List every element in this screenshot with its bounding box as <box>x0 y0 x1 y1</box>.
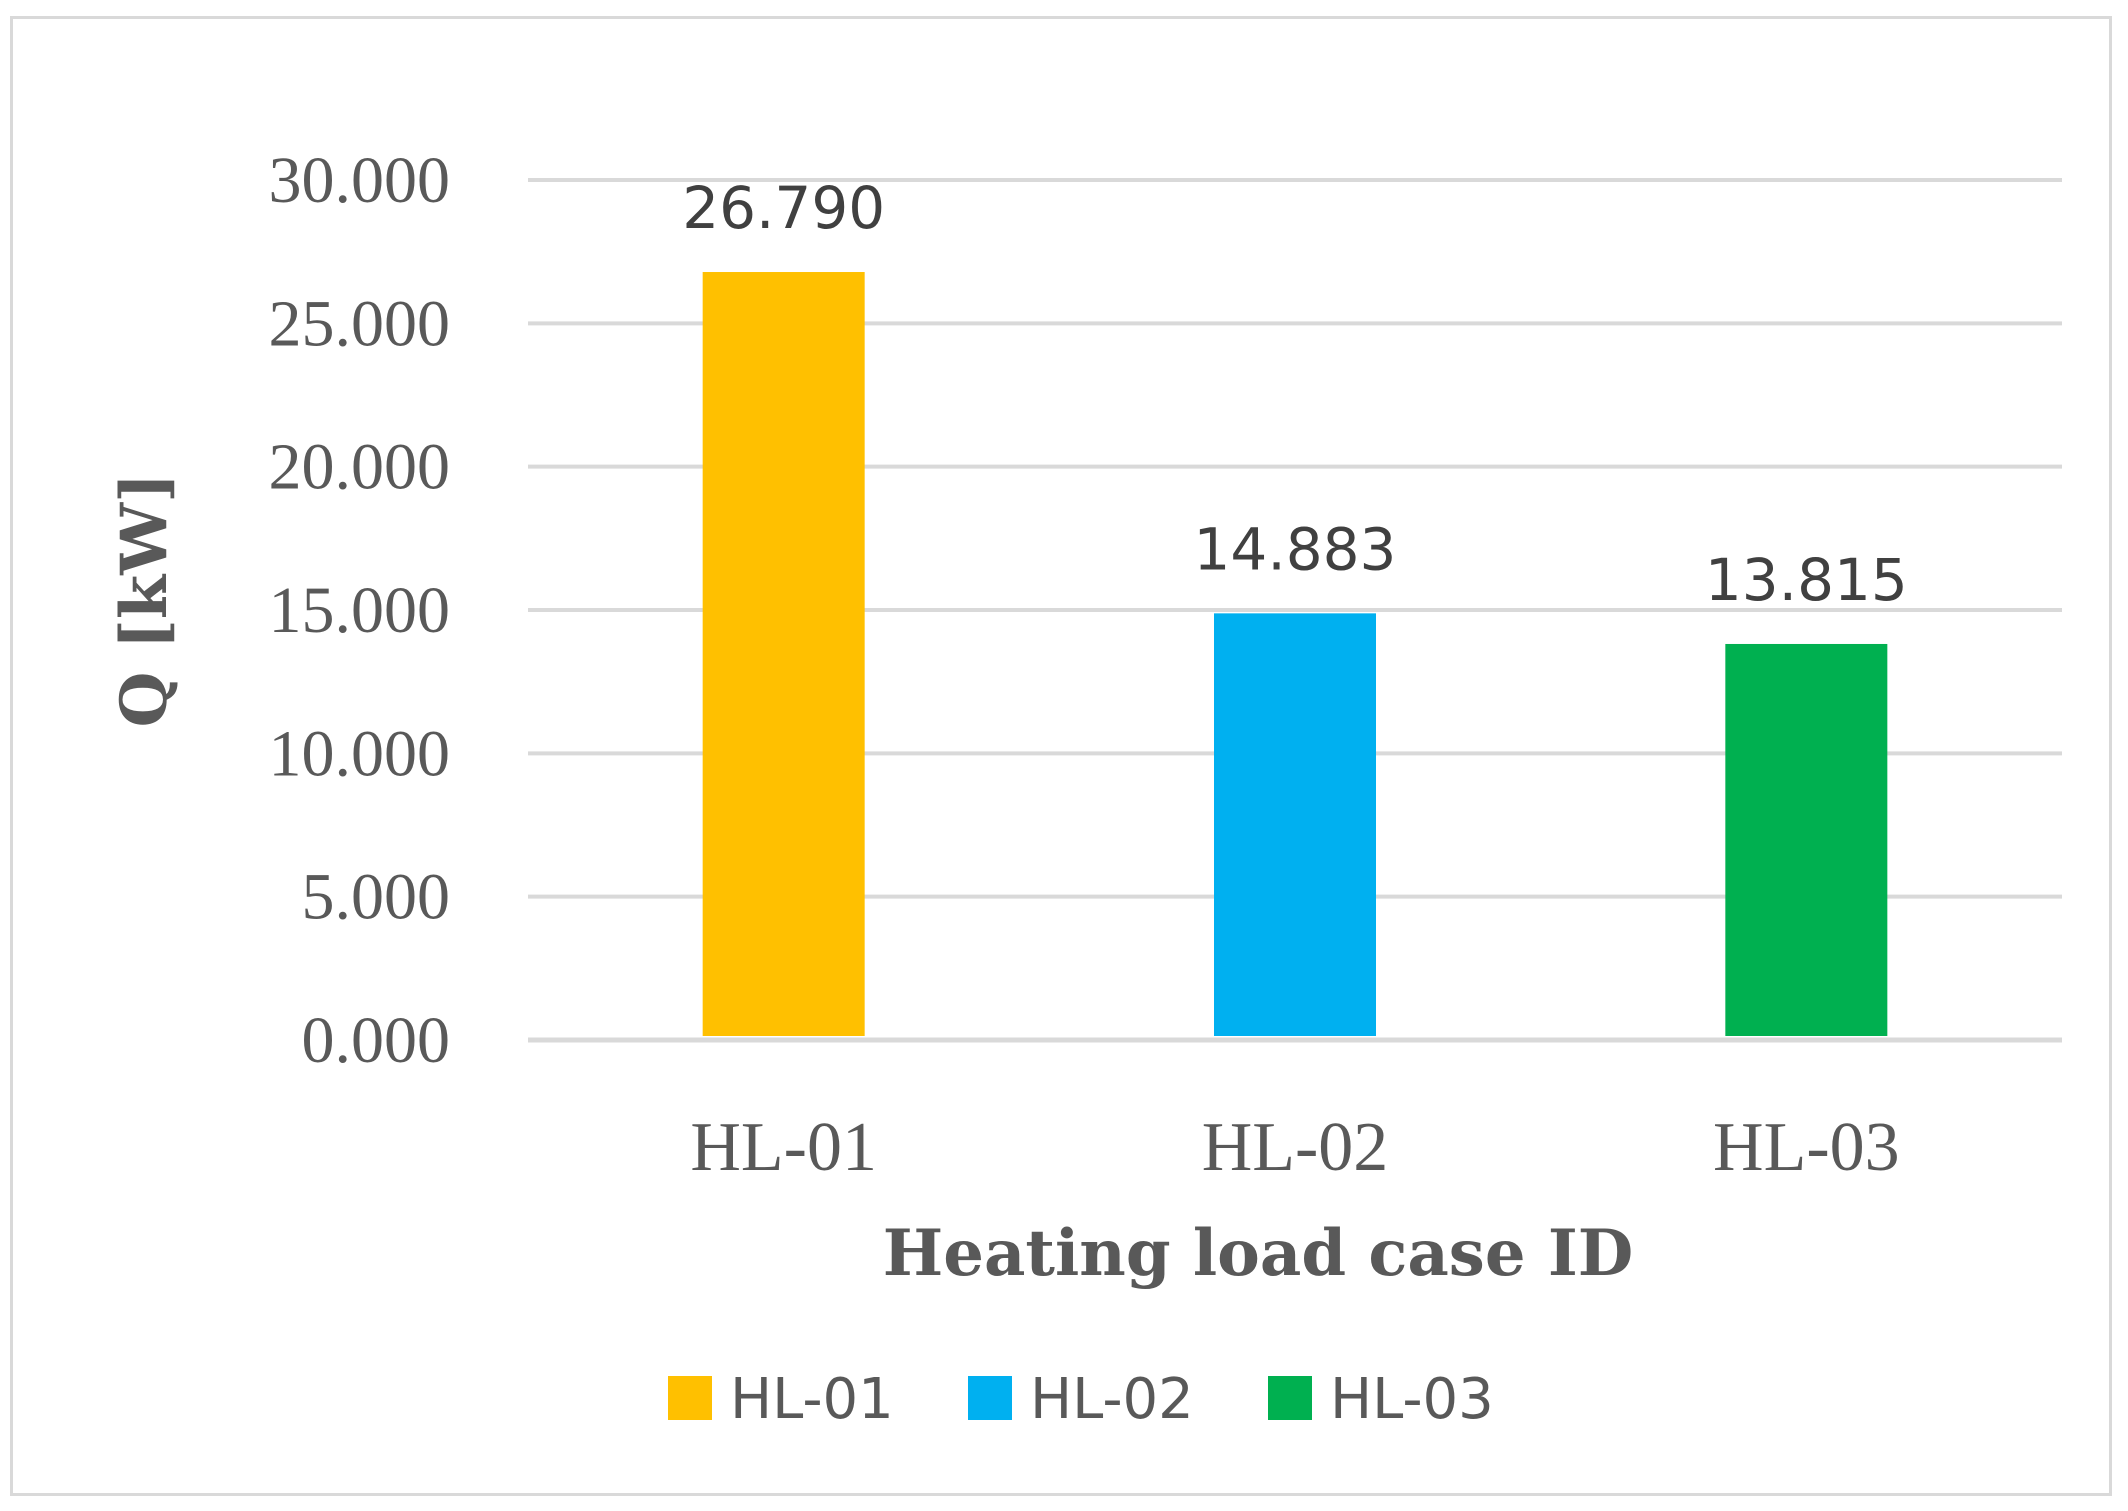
y-tick-label: 0.000 <box>302 1004 451 1077</box>
y-tick-label: 10.000 <box>269 717 451 790</box>
x-axis-title: Heating load case ID <box>883 1216 1634 1291</box>
bar-hl-03 <box>1725 643 1888 1036</box>
y-tick-label: 30.000 <box>269 144 451 217</box>
data-label-hl-01: 26.790 <box>682 174 885 242</box>
x-axis-category-labels: HL-01 HL-02 HL-03 <box>690 1109 1899 1186</box>
bar-hl-02 <box>1214 613 1376 1036</box>
data-label-hl-03: 13.815 <box>1705 546 1908 614</box>
y-axis-tick-labels: 0.000 5.000 10.000 15.000 20.000 25.000 30.000 <box>269 144 451 1077</box>
legend-swatch-hl-02 <box>968 1376 1012 1420</box>
x-tick-label-hl-03: HL-03 <box>1713 1109 1900 1186</box>
legend-swatch-hl-01 <box>668 1376 712 1420</box>
legend-swatch-hl-03 <box>1268 1376 1312 1420</box>
bars <box>702 272 1888 1036</box>
legend: HL-01 HL-02 HL-03 <box>668 1367 1494 1432</box>
legend-label-hl-02: HL-02 <box>1030 1367 1194 1432</box>
x-tick-label-hl-01: HL-01 <box>690 1109 877 1186</box>
legend-label-hl-01: HL-01 <box>730 1367 894 1432</box>
x-tick-label-hl-02: HL-02 <box>1202 1109 1389 1186</box>
y-tick-label: 20.000 <box>269 431 451 504</box>
data-label-hl-02: 14.883 <box>1194 515 1397 583</box>
bar-hl-01 <box>702 272 865 1036</box>
y-tick-label: 15.000 <box>269 574 451 647</box>
data-labels: 26.790 14.883 13.815 <box>682 174 1908 614</box>
y-axis-title: Q [kW] <box>107 473 182 728</box>
y-tick-label: 25.000 <box>269 287 451 360</box>
y-tick-label: 5.000 <box>302 861 451 934</box>
legend-label-hl-03: HL-03 <box>1330 1367 1494 1432</box>
